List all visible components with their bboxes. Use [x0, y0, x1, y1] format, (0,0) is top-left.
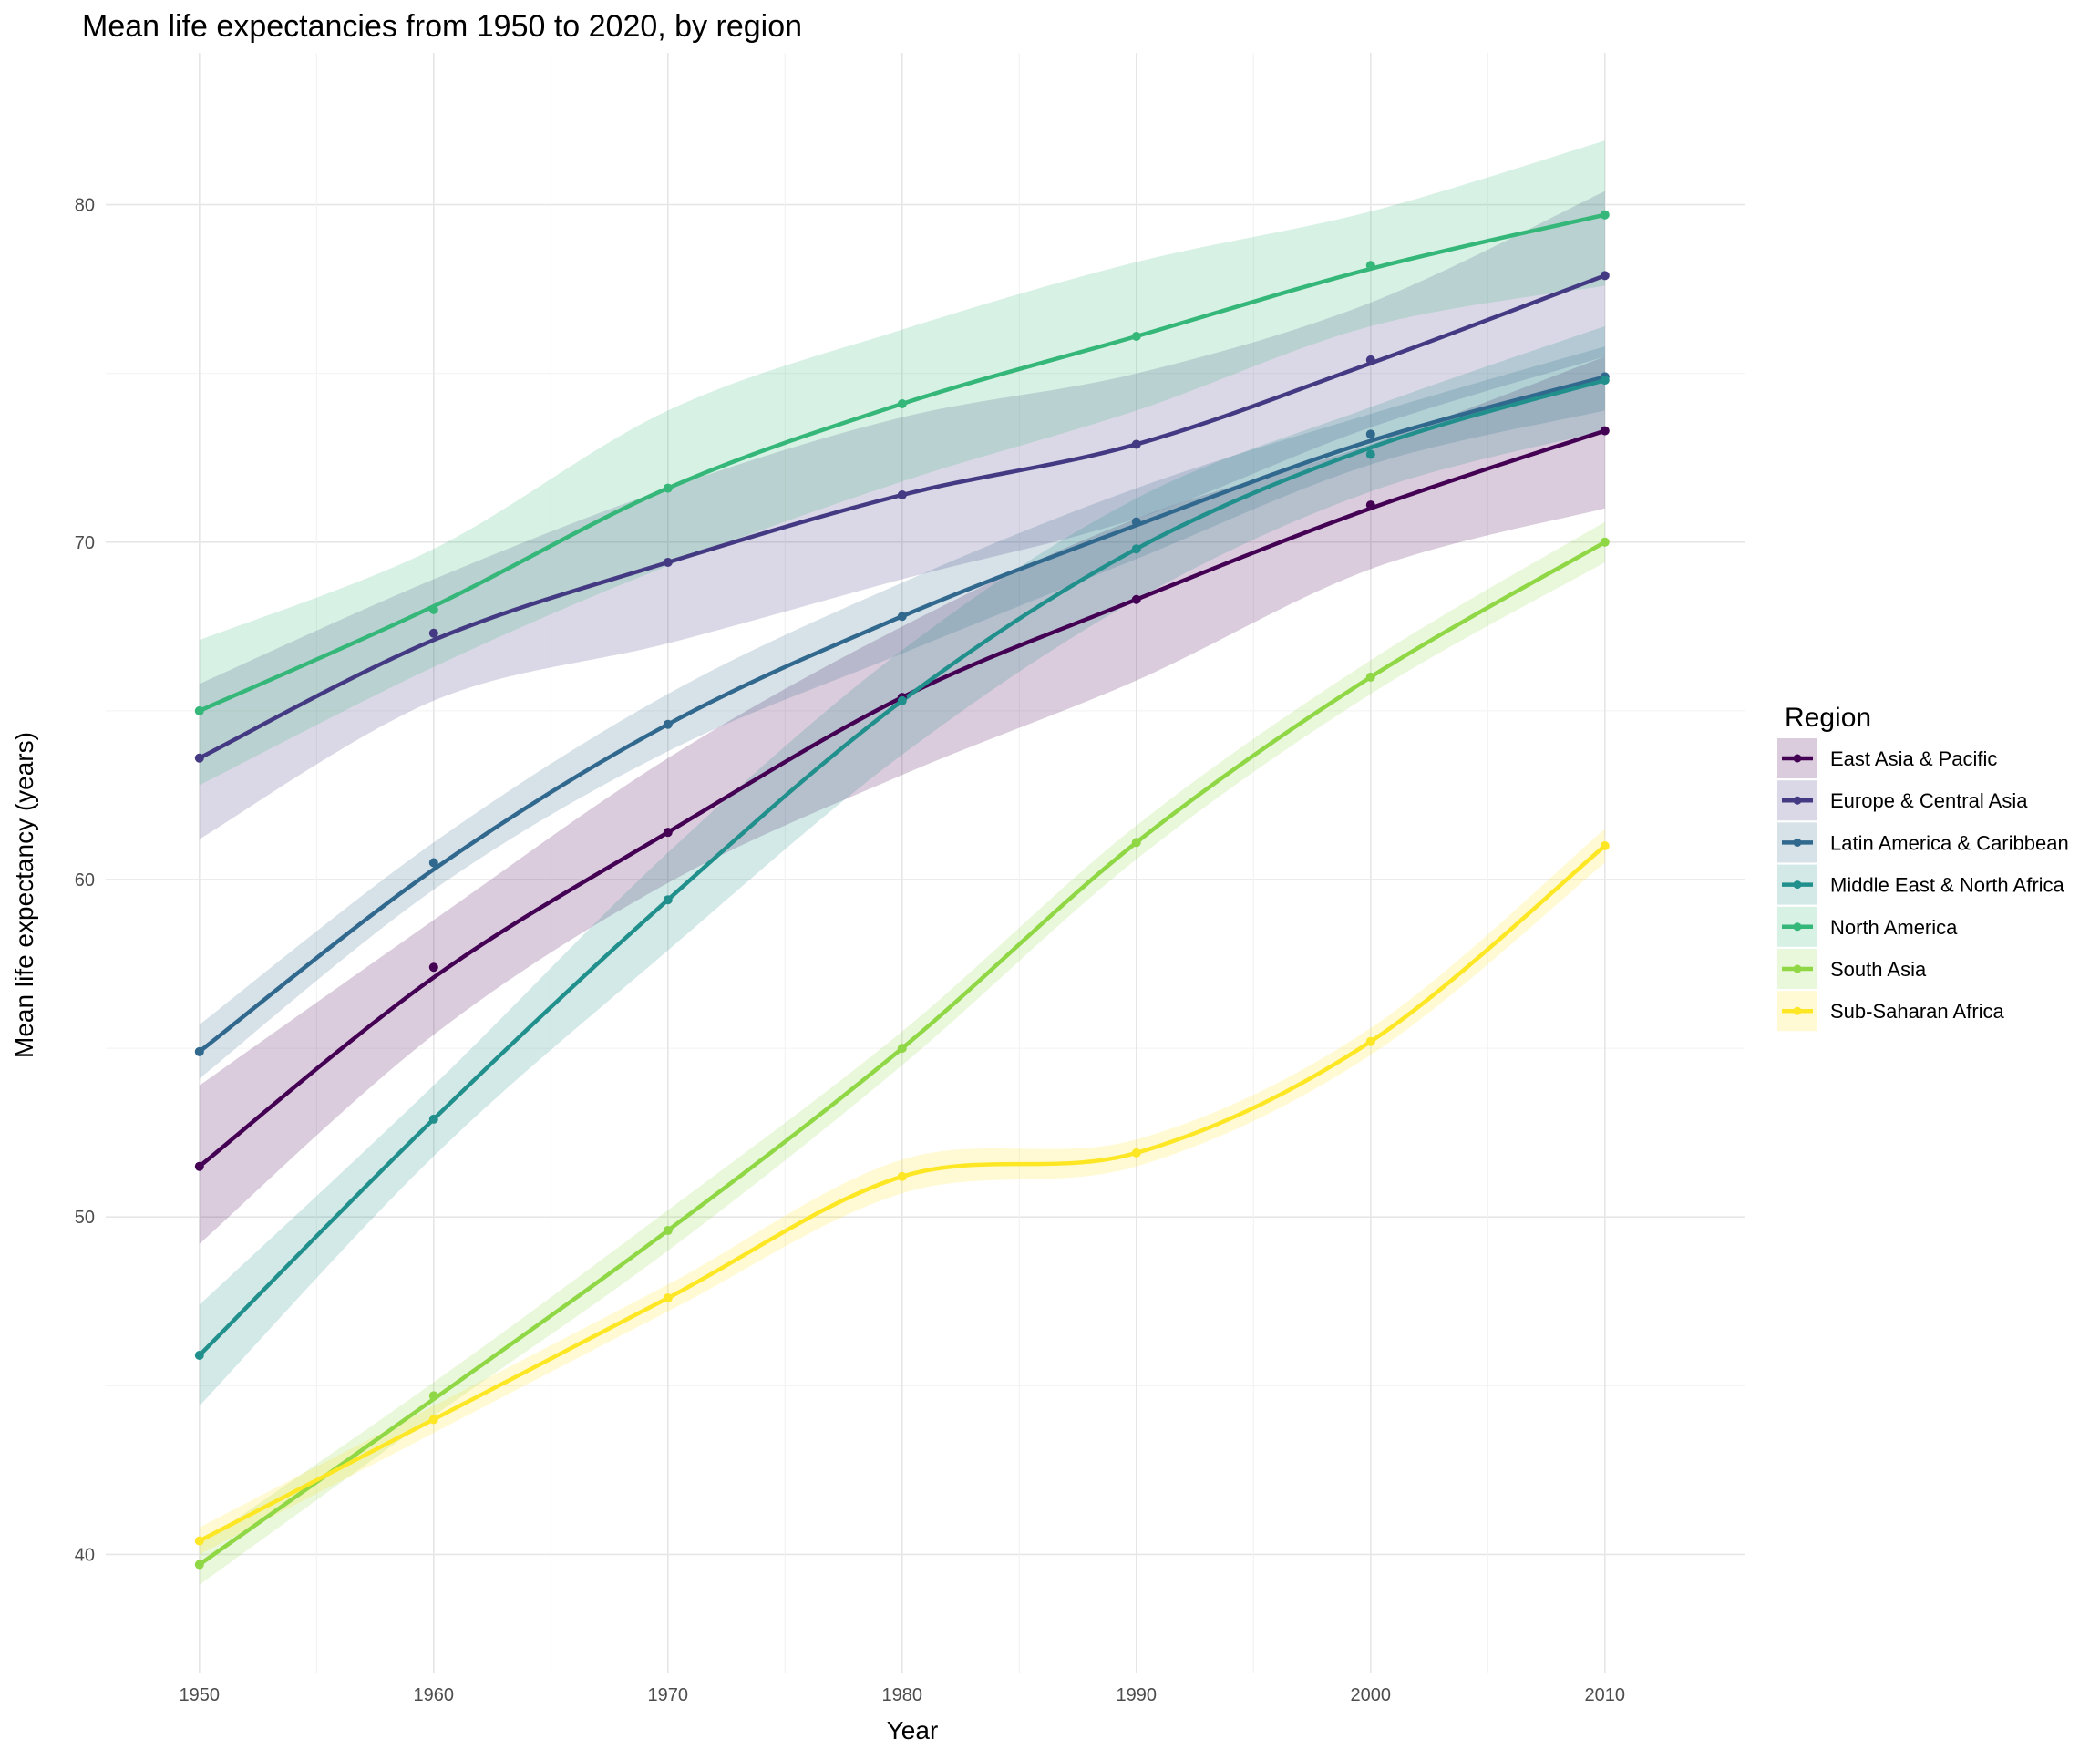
data-point [194, 1161, 204, 1171]
y-tick-label: 70 [75, 533, 95, 553]
data-point [1365, 449, 1375, 459]
series-line [197, 377, 1608, 1358]
data-point [428, 1415, 438, 1425]
legend-key-point [1793, 880, 1802, 890]
legend-key-point [1793, 796, 1802, 805]
data-point [1365, 355, 1375, 365]
data-point [1365, 429, 1375, 439]
x-tick-label: 1960 [414, 1685, 455, 1705]
data-point [1600, 271, 1610, 281]
confidence-band [199, 190, 1605, 839]
grid-layer [106, 53, 1745, 1673]
data-point [663, 895, 673, 905]
data-point [663, 1226, 673, 1236]
legend-label: East Asia & Pacific [1830, 747, 1997, 770]
legend-label: Europe & Central Asia [1830, 789, 2028, 812]
data-point [428, 962, 438, 973]
data-point [1131, 594, 1141, 604]
data-point [1600, 426, 1610, 436]
data-point [1131, 1148, 1141, 1158]
legend: Region East Asia & Pacific Europe & Centr… [1777, 703, 2069, 1032]
data-point [897, 1171, 907, 1181]
legend-key-point [1793, 754, 1802, 763]
x-tick-label: 1970 [648, 1685, 689, 1705]
x-tick-label: 1980 [882, 1685, 923, 1705]
x-tick-label: 2010 [1585, 1685, 1626, 1705]
data-point [663, 483, 673, 493]
y-tick-label: 50 [75, 1208, 95, 1228]
data-point [194, 705, 204, 715]
data-point [897, 1044, 907, 1054]
x-tick-label: 1950 [180, 1685, 221, 1705]
data-point [897, 612, 907, 622]
legend-title: Region [1785, 703, 1871, 733]
data-point [1365, 1036, 1375, 1046]
data-point [1600, 210, 1610, 220]
legend-key-point [1793, 838, 1802, 847]
x-tick-label: 2000 [1351, 1685, 1392, 1705]
confidence-band [199, 356, 1605, 1244]
legend-label: Latin America & Caribbean [1830, 831, 2069, 854]
data-point [1365, 500, 1375, 510]
data-point [194, 1560, 204, 1570]
data-point [428, 604, 438, 614]
y-axis-title: Mean life expectancy (years) [10, 732, 38, 1058]
y-tick-label: 80 [75, 196, 95, 216]
data-point [194, 1351, 204, 1361]
x-tick-label: 1990 [1117, 1685, 1158, 1705]
chart-title: Mean life expectancies from 1950 to 2020… [82, 9, 803, 44]
data-point [663, 828, 673, 838]
data-point [897, 695, 907, 705]
data-point [1131, 439, 1141, 449]
data-point [428, 1114, 438, 1124]
data-point-layer [194, 210, 1610, 1570]
data-point [1600, 537, 1610, 547]
data-point [1365, 672, 1375, 682]
data-point [1131, 544, 1141, 554]
confidence-band [199, 829, 1605, 1555]
data-point [1131, 331, 1141, 341]
legend-label: Sub-Saharan Africa [1830, 1000, 2005, 1023]
data-point [194, 753, 204, 763]
legend-label: North America [1830, 916, 1958, 939]
data-point [1131, 517, 1141, 527]
data-point [897, 399, 907, 409]
data-point [428, 1391, 438, 1401]
y-tick-label: 40 [75, 1545, 95, 1565]
data-point [663, 558, 673, 568]
confidence-band [199, 521, 1605, 1585]
data-point [1600, 840, 1610, 850]
data-point [663, 719, 673, 729]
data-point [1131, 838, 1141, 848]
x-axis-title: Year [887, 1716, 939, 1745]
data-point [663, 1293, 673, 1303]
y-tick-label: 60 [75, 870, 95, 890]
data-point [897, 489, 907, 499]
confidence-band [199, 325, 1605, 1406]
legend-label: Middle East & North Africa [1830, 874, 2065, 897]
data-point [428, 858, 438, 868]
data-point [194, 1536, 204, 1546]
data-point [1600, 376, 1610, 386]
legend-label: South Asia [1830, 958, 1927, 981]
legend-key-point [1793, 922, 1802, 932]
data-point [1365, 261, 1375, 271]
data-point [428, 628, 438, 638]
series-line [197, 375, 1608, 1055]
axis-layer: 1950 1960 1970 1980 1990 2000 2010 40 50 60 70 80 [75, 196, 1625, 1705]
data-point [194, 1046, 204, 1056]
legend-key-point [1793, 1006, 1802, 1015]
legend-key-point [1793, 964, 1802, 973]
